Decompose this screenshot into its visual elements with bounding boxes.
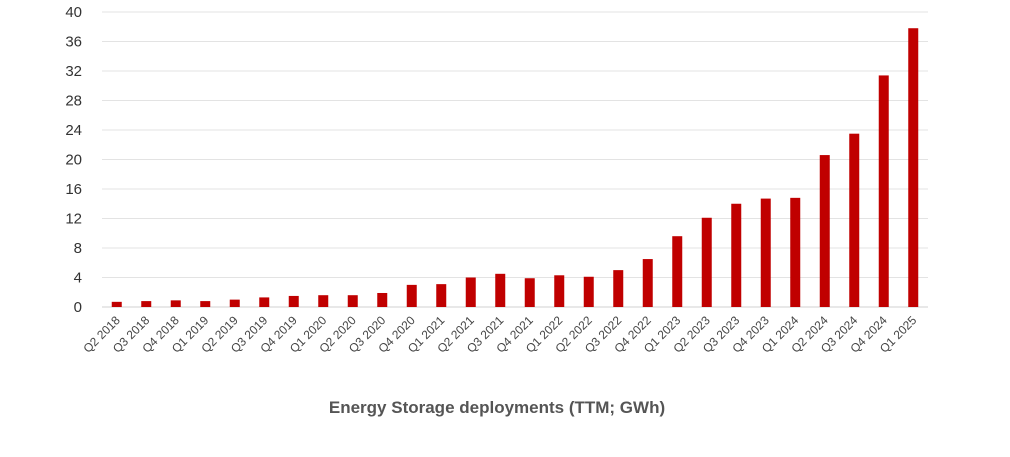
bar (642, 259, 653, 307)
bar (790, 197, 801, 307)
bar (731, 203, 742, 307)
y-tick-label: 8 (74, 240, 82, 257)
y-tick-label: 40 (65, 4, 82, 21)
bar (524, 278, 535, 307)
x-axis-title: Energy Storage deployments (TTM; GWh) (329, 398, 665, 417)
bar (259, 297, 270, 307)
bar (318, 295, 329, 307)
bar (701, 217, 712, 307)
bar (878, 75, 889, 307)
y-tick-label: 28 (65, 93, 82, 110)
y-tick-label: 16 (65, 181, 82, 198)
bars (111, 28, 919, 307)
y-tick-label: 4 (74, 270, 82, 287)
bar (436, 284, 447, 307)
y-tick-label: 32 (65, 63, 82, 80)
bar (465, 277, 476, 307)
bar (229, 299, 240, 307)
bar (495, 273, 506, 307)
bar (141, 301, 152, 307)
bar (760, 198, 771, 307)
bar (613, 270, 624, 307)
bar (377, 292, 388, 307)
y-tick-label: 36 (65, 34, 82, 51)
bar (849, 133, 860, 307)
bar (672, 236, 683, 307)
y-tick-label: 24 (65, 122, 82, 139)
y-axis-tick-labels: 0 4 8 12 16 20 24 28 32 36 40 (65, 4, 82, 316)
bar (347, 295, 358, 307)
bar (170, 300, 181, 307)
bar (583, 276, 594, 307)
y-tick-label: 0 (74, 299, 82, 316)
bar (288, 295, 299, 307)
bar (111, 301, 122, 307)
bar (819, 155, 830, 307)
bar (200, 301, 211, 307)
y-tick-label: 12 (65, 211, 82, 228)
bar (406, 284, 417, 307)
y-tick-label: 20 (65, 152, 82, 169)
gridlines (102, 11, 928, 308)
bar (908, 28, 919, 307)
bar (554, 275, 565, 307)
